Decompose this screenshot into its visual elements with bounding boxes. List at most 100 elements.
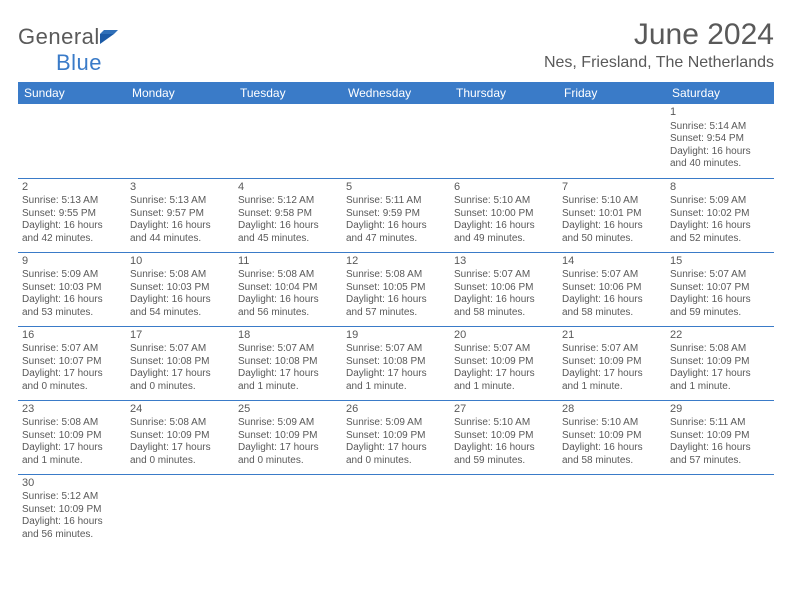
day-detail: Sunset: 10:08 PM [238,356,338,369]
day-detail: Daylight: 16 hours [670,294,770,307]
day-detail: Daylight: 16 hours [670,220,770,233]
day-number: 7 [562,181,662,195]
calendar-day-cell: 20Sunrise: 5:07 AMSunset: 10:09 PMDaylig… [450,326,558,400]
day-detail: Sunrise: 5:09 AM [346,417,446,430]
day-detail: and 40 minutes. [670,158,770,171]
day-number: 29 [670,403,770,417]
calendar-day-cell: 26Sunrise: 5:09 AMSunset: 10:09 PMDaylig… [342,400,450,474]
day-detail: Sunset: 10:07 PM [22,356,122,369]
calendar-day-cell: 12Sunrise: 5:08 AMSunset: 10:05 PMDaylig… [342,252,450,326]
day-number: 13 [454,255,554,269]
day-detail: Sunrise: 5:08 AM [22,417,122,430]
calendar-empty-cell [558,474,666,548]
day-header: Tuesday [234,82,342,104]
day-number: 19 [346,329,446,343]
day-detail: Sunset: 10:09 PM [346,430,446,443]
logo-text-blue: Blue [56,50,102,75]
day-number: 24 [130,403,230,417]
calendar-empty-cell [342,474,450,548]
calendar-day-cell: 21Sunrise: 5:07 AMSunset: 10:09 PMDaylig… [558,326,666,400]
calendar-day-cell: 30Sunrise: 5:12 AMSunset: 10:09 PMDaylig… [18,474,126,548]
flag-icon [100,24,122,38]
day-detail: Sunrise: 5:11 AM [670,417,770,430]
day-header: Friday [558,82,666,104]
calendar-day-cell: 17Sunrise: 5:07 AMSunset: 10:08 PMDaylig… [126,326,234,400]
day-detail: and 0 minutes. [22,381,122,394]
day-number: 18 [238,329,338,343]
calendar-day-cell: 4Sunrise: 5:12 AMSunset: 9:58 PMDaylight… [234,178,342,252]
day-detail: and 58 minutes. [454,307,554,320]
day-detail: and 1 minute. [670,381,770,394]
calendar-day-cell: 9Sunrise: 5:09 AMSunset: 10:03 PMDayligh… [18,252,126,326]
day-detail: Daylight: 16 hours [454,294,554,307]
day-detail: Sunset: 10:07 PM [670,282,770,295]
calendar-day-cell: 29Sunrise: 5:11 AMSunset: 10:09 PMDaylig… [666,400,774,474]
calendar-empty-cell [666,474,774,548]
day-detail: and 57 minutes. [670,455,770,468]
day-detail: and 58 minutes. [562,455,662,468]
calendar-body: 1Sunrise: 5:14 AMSunset: 9:54 PMDaylight… [18,104,774,548]
day-detail: and 53 minutes. [22,307,122,320]
day-detail: and 59 minutes. [454,455,554,468]
day-number: 8 [670,181,770,195]
day-detail: Daylight: 17 hours [238,368,338,381]
day-detail: Sunset: 10:09 PM [22,504,122,517]
day-detail: Sunset: 10:06 PM [562,282,662,295]
day-detail: Sunset: 10:04 PM [238,282,338,295]
day-detail: Daylight: 16 hours [130,220,230,233]
day-detail: Daylight: 17 hours [130,442,230,455]
calendar-day-cell: 16Sunrise: 5:07 AMSunset: 10:07 PMDaylig… [18,326,126,400]
day-detail: Sunrise: 5:12 AM [22,491,122,504]
day-detail: Daylight: 16 hours [346,294,446,307]
calendar-day-cell: 23Sunrise: 5:08 AMSunset: 10:09 PMDaylig… [18,400,126,474]
calendar-empty-cell [18,104,126,178]
day-detail: Sunrise: 5:12 AM [238,195,338,208]
day-detail: Daylight: 16 hours [346,220,446,233]
day-number: 26 [346,403,446,417]
day-detail: Daylight: 16 hours [22,294,122,307]
day-detail: Sunrise: 5:07 AM [454,269,554,282]
day-detail: Sunset: 10:06 PM [454,282,554,295]
day-header: Saturday [666,82,774,104]
day-detail: and 0 minutes. [130,455,230,468]
day-detail: Sunrise: 5:07 AM [22,343,122,356]
day-detail: Daylight: 16 hours [22,220,122,233]
day-number: 12 [346,255,446,269]
calendar-week-row: 2Sunrise: 5:13 AMSunset: 9:55 PMDaylight… [18,178,774,252]
day-detail: and 1 minute. [454,381,554,394]
calendar-empty-cell [234,104,342,178]
day-number: 20 [454,329,554,343]
day-detail: Daylight: 16 hours [454,220,554,233]
day-detail: Daylight: 16 hours [22,516,122,529]
day-header: Sunday [18,82,126,104]
logo-text-general: General [18,24,100,49]
day-detail: Sunset: 10:08 PM [130,356,230,369]
logo: GeneralBlue [18,18,122,76]
day-detail: Sunrise: 5:08 AM [130,269,230,282]
day-detail: Sunset: 9:55 PM [22,208,122,221]
calendar-day-cell: 6Sunrise: 5:10 AMSunset: 10:00 PMDayligh… [450,178,558,252]
day-number: 6 [454,181,554,195]
day-detail: Daylight: 17 hours [562,368,662,381]
day-detail: Daylight: 16 hours [130,294,230,307]
day-detail: and 50 minutes. [562,233,662,246]
day-detail: Sunrise: 5:11 AM [346,195,446,208]
day-detail: and 56 minutes. [238,307,338,320]
day-number: 21 [562,329,662,343]
calendar-header-row: SundayMondayTuesdayWednesdayThursdayFrid… [18,82,774,104]
day-number: 22 [670,329,770,343]
day-detail: Sunrise: 5:07 AM [346,343,446,356]
calendar-empty-cell [126,474,234,548]
day-detail: Sunrise: 5:07 AM [670,269,770,282]
day-detail: and 45 minutes. [238,233,338,246]
day-detail: and 54 minutes. [130,307,230,320]
day-detail: and 1 minute. [238,381,338,394]
calendar-week-row: 30Sunrise: 5:12 AMSunset: 10:09 PMDaylig… [18,474,774,548]
day-detail: Daylight: 16 hours [562,220,662,233]
location-text: Nes, Friesland, The Netherlands [544,54,774,72]
day-detail: Sunrise: 5:10 AM [454,195,554,208]
day-number: 15 [670,255,770,269]
day-detail: Daylight: 17 hours [346,442,446,455]
day-detail: Daylight: 17 hours [22,368,122,381]
day-detail: Sunset: 10:09 PM [22,430,122,443]
